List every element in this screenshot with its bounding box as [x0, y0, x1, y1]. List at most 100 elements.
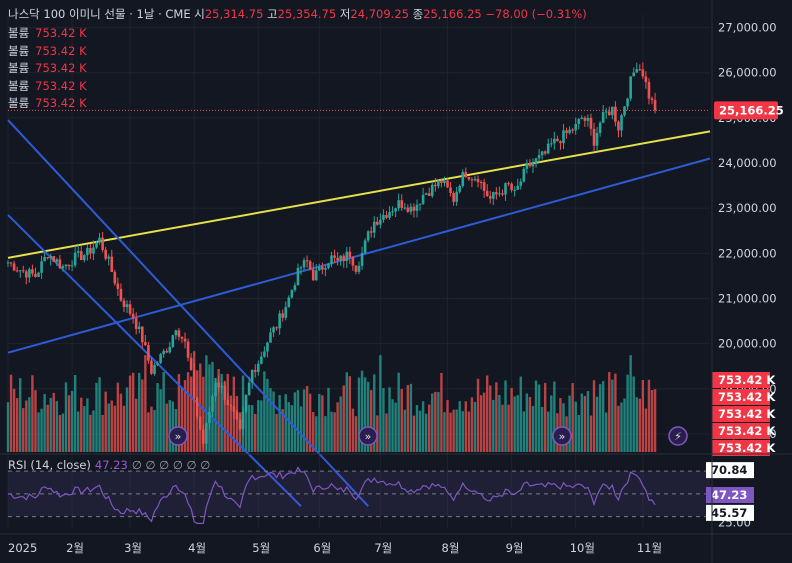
volume-bar [263, 371, 266, 452]
candle-body [354, 265, 358, 272]
candle-body [592, 128, 596, 146]
candle-body [549, 143, 553, 145]
candle-body [171, 335, 175, 347]
candle-body [598, 122, 602, 133]
candle-body [345, 251, 349, 262]
volume-bar [199, 363, 202, 452]
volume-bar [281, 409, 284, 452]
candle-body [543, 151, 547, 154]
event-marker-glyph: » [559, 430, 566, 443]
volume-bar [220, 373, 223, 452]
volume-legend-row[interactable]: 볼륨 753.42 K [8, 43, 87, 58]
candle-body [73, 252, 77, 266]
volume-bar [470, 397, 474, 452]
candle-body [372, 221, 376, 233]
candle-body [427, 193, 431, 196]
volume-bar [287, 402, 290, 452]
volume-bar [110, 400, 113, 452]
event-marker-icon [358, 426, 378, 446]
candle-body [116, 283, 120, 289]
volume-bar [324, 416, 327, 452]
candle-body [205, 423, 208, 444]
candle-body [250, 370, 254, 383]
volume-bar [205, 355, 208, 452]
volume-bar [373, 374, 376, 452]
volume-bar [9, 374, 13, 452]
time-tick-label: 9월 [506, 541, 524, 555]
volume-legend-row[interactable]: 볼륨 753.42 K [8, 96, 87, 111]
volume-bar [540, 407, 544, 452]
volume-bar [131, 372, 135, 452]
candle-body [473, 178, 477, 181]
volume-bar [391, 399, 394, 452]
rsi-legend[interactable]: RSI (14, close) 47.23 ∅ ∅ ∅ ∅ ∅ ∅ [8, 458, 210, 472]
candle-body [263, 351, 266, 357]
candle-body [284, 306, 288, 318]
candle-body [195, 397, 199, 417]
candle-body [324, 267, 327, 270]
event-marker-icon [168, 426, 188, 446]
close-label: 종 [412, 7, 424, 21]
candle-body [620, 115, 623, 131]
volume-bar [269, 388, 272, 452]
volume-bar [315, 416, 318, 452]
candle-body [156, 362, 159, 365]
volume-bar [595, 396, 599, 452]
candle-body [119, 288, 123, 301]
candle-body [455, 191, 458, 202]
volume-legend-row[interactable]: 볼륨 753.42 K [8, 26, 87, 40]
volume-bar [80, 397, 83, 452]
candle-body [134, 318, 138, 329]
candle-body [186, 341, 190, 358]
volume-bar [431, 393, 434, 452]
volume-bar [19, 378, 22, 452]
volume-bar [498, 394, 501, 452]
candle-body [626, 98, 629, 107]
candle-body [348, 251, 352, 258]
volume-bar [614, 373, 617, 452]
volume-bar [156, 383, 159, 452]
volume-bar [397, 372, 400, 452]
price-tick-label: 21,000.00 [718, 291, 777, 305]
volume-bar [449, 412, 452, 452]
volume-bar [86, 398, 89, 452]
volume-bar [379, 355, 382, 452]
symbol-title[interactable]: 나스닥 100 이미니 선물 · 1날 · CME [8, 7, 191, 21]
candle-body [159, 354, 162, 363]
candles [6, 62, 657, 450]
volume-bar [308, 393, 312, 452]
volume-legend-row[interactable]: 볼륨 753.42 K [8, 61, 87, 76]
candle-body [168, 346, 172, 353]
volume-bar [400, 388, 403, 452]
candle-body [18, 270, 22, 272]
volume-bar [528, 397, 532, 452]
time-tick-label: 3월 [124, 541, 142, 555]
candle-body [595, 132, 599, 146]
candle-body [653, 100, 657, 111]
candle-body [67, 264, 71, 267]
candle-body [189, 357, 193, 370]
candle-body [531, 163, 535, 167]
trend-line [7, 130, 711, 259]
volume-bar [284, 394, 287, 452]
candle-body [638, 69, 642, 71]
volume-bar [592, 380, 596, 452]
candle-body [491, 192, 495, 199]
candle-body [586, 117, 590, 121]
volume-bar [437, 392, 440, 452]
candle-body [318, 266, 321, 271]
volume-bar [339, 396, 342, 452]
candle-body [226, 399, 230, 406]
candle-body [394, 208, 397, 212]
time-tick-label: 4월 [188, 541, 206, 555]
volume-bar [467, 411, 471, 452]
volume-legend-row[interactable]: 볼륨 753.42 K [8, 78, 87, 93]
candle-body [351, 257, 355, 266]
volume-bar [189, 376, 193, 452]
volume-bar [107, 403, 110, 452]
volume-bar [620, 402, 623, 452]
volume-bar [58, 415, 62, 452]
close-value: 25,166.25 [423, 7, 482, 21]
candle-body [83, 255, 86, 261]
